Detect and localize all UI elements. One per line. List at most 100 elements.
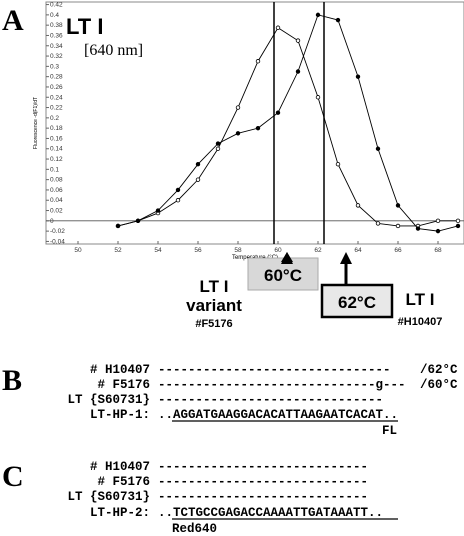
y-tick-label: 0.1	[50, 166, 59, 173]
y-tick-label: 0.08	[50, 177, 63, 184]
data-point	[115, 223, 121, 229]
y-tick-label: 0.36	[50, 32, 63, 39]
row-name: # H10407	[90, 460, 150, 474]
series-line	[117, 27, 458, 227]
data-point	[175, 198, 181, 203]
data-point	[315, 95, 321, 100]
arrow-head	[281, 252, 293, 262]
data-point	[435, 228, 441, 234]
x-tick-label: 66	[394, 247, 402, 254]
peak-box	[320, 283, 394, 319]
y-tick-label: 0	[50, 218, 54, 225]
data-point	[395, 223, 401, 229]
x-tick-label: 56	[194, 247, 202, 254]
panel-label: B	[2, 364, 22, 397]
sequence: ----------------------------	[158, 475, 368, 489]
row-name: # F5176	[97, 475, 150, 489]
data-point	[315, 12, 321, 18]
sequence: ..AGGATGAAGGACACATTAAGAATCACAT..	[158, 408, 398, 422]
data-point	[435, 218, 441, 224]
data-point	[155, 208, 161, 213]
y-tick-label: 0.38	[50, 22, 63, 29]
data-point	[195, 177, 201, 182]
chart-title: LT I	[66, 14, 103, 39]
sequence: ------------------------------	[158, 393, 383, 407]
sequence: ----------------------------	[158, 460, 368, 474]
y-tick-label: 0.28	[50, 74, 63, 81]
plot: 0.42 0.4 0.38 0.36 0.34 0.32 0.3 0.28 0.26 0.24 0.…	[46, 2, 464, 254]
y-tick-label: 0.34	[50, 43, 63, 50]
plot-area	[45, 1, 464, 245]
row-name: LT {S60731}	[67, 490, 150, 504]
arrow-head	[340, 252, 352, 264]
row-name: # H10407	[90, 363, 150, 377]
panel-label: A	[2, 4, 24, 37]
sequence: ----------------------------	[158, 490, 368, 504]
peak-strain: #H10407	[398, 316, 443, 328]
y-axis-title: Fluorescence -d(F1)/dT	[33, 97, 39, 149]
data-point	[375, 221, 381, 226]
peak-temp: 62°C	[338, 293, 376, 312]
data-point	[335, 17, 341, 23]
x-tick-label: 60	[274, 247, 282, 254]
y-tick-label: 0.4	[50, 12, 59, 19]
x-tick-label: 52	[114, 247, 122, 254]
peak-name: LT I	[406, 290, 435, 309]
sequence: -------------------------------	[158, 363, 391, 377]
data-point	[355, 203, 361, 208]
data-point	[275, 25, 281, 30]
y-tick-label: 0.24	[50, 94, 63, 101]
x-tick-label: 68	[434, 247, 442, 254]
data-point	[415, 226, 421, 231]
x-tick-label: 62	[314, 247, 322, 254]
data-point	[135, 218, 141, 224]
tm: /62°C	[420, 363, 458, 377]
sequence: ..TCTGCCGAGACCAAAATTGATAAATT..	[158, 506, 383, 520]
y-tick-label: 0.2	[50, 115, 59, 122]
panel-label: C	[2, 460, 24, 493]
data-point	[335, 161, 341, 167]
peak-name: LT I	[200, 277, 229, 296]
x-tick-label: 54	[154, 247, 162, 254]
series-line	[117, 14, 459, 232]
data-point	[235, 105, 241, 110]
probe-label: FL	[382, 424, 397, 438]
data-point	[355, 74, 361, 79]
y-tick-label: 0.12	[50, 156, 63, 163]
y-tick-label: 0.04	[50, 197, 63, 204]
y-tick-label: 0.16	[50, 135, 63, 142]
y-tick-label: 0.32	[50, 53, 63, 60]
y-tick-label: 0.06	[50, 187, 63, 194]
data-point	[295, 69, 301, 74]
data-point	[215, 146, 221, 151]
row-name: # F5176	[97, 378, 150, 392]
probe-label: Red640	[172, 522, 217, 536]
x-tick-label: 50	[74, 247, 82, 254]
y-tick-label: -0.02	[50, 228, 65, 235]
data-point	[235, 131, 241, 136]
row-name: LT {S60731}	[67, 393, 150, 407]
y-tick-label: 0.3	[50, 63, 59, 70]
sequence: -----------------------------g---	[158, 378, 406, 392]
data-point	[455, 218, 461, 224]
data-point	[455, 223, 461, 229]
x-tick-label: 64	[354, 247, 362, 254]
peak-name: variant	[186, 296, 242, 315]
tm: /60°C	[420, 378, 458, 392]
y-tick-label: 0.02	[50, 208, 63, 215]
y-tick-label: 0.22	[50, 105, 63, 112]
row-name: LT-HP-1:	[90, 408, 150, 422]
y-tick-label: 0.18	[50, 125, 63, 132]
data-point	[255, 125, 261, 131]
peak-strain: #F5176	[195, 318, 232, 330]
data-point	[375, 146, 381, 151]
y-tick-label: 0.26	[50, 84, 63, 91]
row-name: LT-HP-2:	[90, 506, 150, 520]
chart-subtitle: [640 nm]	[84, 42, 143, 59]
y-tick-label: 0.14	[50, 146, 63, 153]
y-tick-label: 0.42	[50, 2, 63, 9]
data-point	[175, 187, 181, 193]
data-point	[295, 38, 301, 43]
